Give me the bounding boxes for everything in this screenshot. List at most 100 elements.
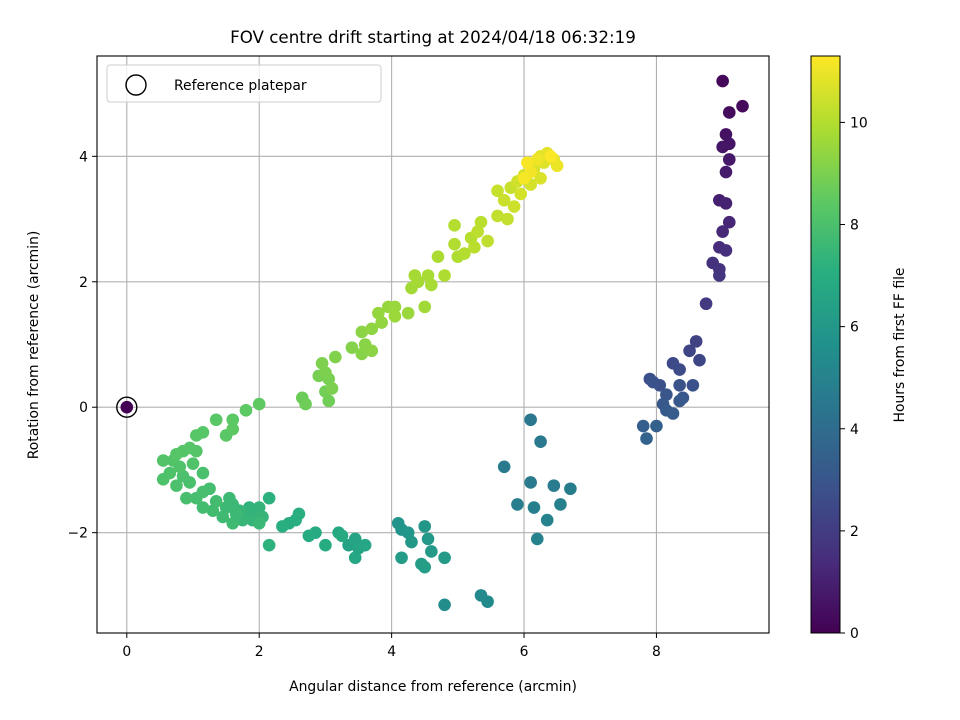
data-point <box>196 426 210 439</box>
data-point <box>524 476 537 489</box>
x-tick-label: 0 <box>122 644 131 660</box>
data-point <box>329 350 342 364</box>
data-point <box>226 422 240 436</box>
data-point <box>491 184 504 198</box>
data-point <box>372 306 385 320</box>
data-point <box>716 74 729 88</box>
data-point <box>650 419 663 433</box>
data-point <box>239 404 253 417</box>
y-tick-label: 0 <box>79 400 88 416</box>
legend: Reference platepar <box>106 64 382 103</box>
data-point <box>438 551 451 565</box>
data-point <box>471 225 484 238</box>
data-point <box>554 498 567 511</box>
data-point <box>276 520 289 533</box>
data-point <box>564 482 577 496</box>
data-point <box>325 382 339 395</box>
reference-platepar-marker <box>116 396 138 418</box>
data-point <box>501 212 514 226</box>
data-point <box>196 485 210 499</box>
data-point <box>530 153 544 166</box>
data-point <box>716 140 729 154</box>
data-point <box>722 106 736 119</box>
data-point <box>425 278 438 292</box>
x-tick-label: 2 <box>255 644 264 660</box>
colorbar-tick-label: 0 <box>850 626 859 642</box>
data-point <box>348 551 362 565</box>
colorbar-tick-label: 6 <box>850 320 859 336</box>
data-point <box>315 357 329 370</box>
data-point <box>530 532 544 546</box>
data-point <box>418 520 432 533</box>
data-point <box>262 491 276 505</box>
data-point <box>722 153 736 166</box>
data-point <box>673 363 686 376</box>
data-point <box>223 491 236 505</box>
data-point <box>693 353 706 367</box>
data-point <box>196 501 210 514</box>
data-point <box>481 595 494 608</box>
data-point <box>170 479 183 492</box>
legend-box <box>106 64 382 103</box>
data-point <box>319 538 332 552</box>
data-point <box>405 535 418 549</box>
x-axis-ticks: 0 2 4 6 8 <box>122 633 661 660</box>
data-point <box>646 375 660 389</box>
data-point <box>299 397 312 411</box>
data-point <box>418 560 432 574</box>
data-point <box>736 99 749 113</box>
data-point <box>418 300 432 314</box>
data-point <box>355 325 369 339</box>
data-point <box>491 209 504 223</box>
data-point <box>180 491 193 505</box>
data-point <box>666 407 680 420</box>
data-point <box>156 454 170 467</box>
legend-marker <box>125 74 147 96</box>
data-point <box>722 215 736 229</box>
data-point <box>196 466 210 480</box>
colorbar-tick-label: 10 <box>850 115 868 131</box>
data-point <box>468 240 481 254</box>
y-tick-label: −2 <box>68 526 88 542</box>
y-axis-ticks: −2 0 2 4 <box>68 149 97 542</box>
data-point <box>183 441 196 455</box>
data-point <box>497 193 511 207</box>
data-point <box>683 344 696 358</box>
data-point <box>550 159 564 173</box>
data-point <box>686 378 700 392</box>
data-point <box>335 529 349 543</box>
data-point <box>547 479 561 492</box>
data-point <box>401 306 415 320</box>
data-point <box>481 234 494 248</box>
data-point <box>209 494 223 508</box>
reference-point-fill <box>120 400 134 414</box>
data-point <box>226 413 240 427</box>
data-point <box>170 447 183 461</box>
colorbar-tick-label: 4 <box>850 422 859 438</box>
colorbar-label: Hours from first FF file <box>892 268 908 423</box>
data-point <box>673 378 686 392</box>
data-point <box>365 344 379 358</box>
data-point <box>716 225 729 238</box>
data-point <box>673 394 686 408</box>
data-point <box>517 171 531 185</box>
data-point <box>713 269 726 282</box>
data-point <box>458 247 471 260</box>
y-tick-label: 2 <box>79 275 88 291</box>
data-points <box>116 74 749 612</box>
data-point <box>719 244 733 257</box>
x-tick-label: 6 <box>520 644 529 660</box>
data-point <box>388 300 402 314</box>
data-point <box>514 187 528 201</box>
colorbar-tick-label: 8 <box>850 218 859 234</box>
data-point <box>540 513 554 527</box>
data-point <box>448 237 461 251</box>
x-tick-label: 4 <box>387 644 396 660</box>
data-point <box>689 335 703 348</box>
data-point <box>636 419 650 433</box>
data-point <box>292 507 306 521</box>
data-point <box>252 397 266 411</box>
grid-lines <box>97 56 769 633</box>
data-point <box>395 551 408 565</box>
plot-frame <box>96 55 770 634</box>
